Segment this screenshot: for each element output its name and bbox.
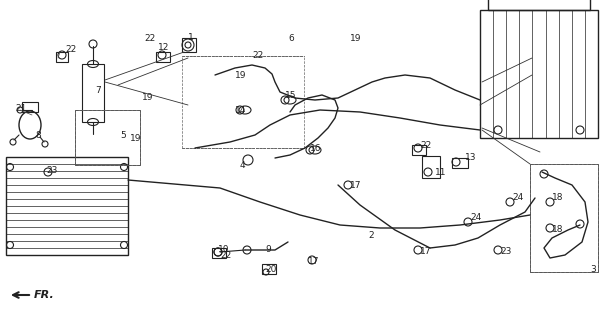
Text: 22: 22 <box>220 251 231 260</box>
Text: 19: 19 <box>235 70 246 79</box>
Text: 22: 22 <box>252 51 263 60</box>
Text: 24: 24 <box>512 194 523 203</box>
Bar <box>212 248 226 258</box>
Text: 18: 18 <box>552 226 563 235</box>
Bar <box>6 157 128 255</box>
Text: 21: 21 <box>15 103 26 113</box>
Text: 1: 1 <box>188 33 194 42</box>
Bar <box>488 0 590 10</box>
Text: 22: 22 <box>144 34 155 43</box>
Text: 23: 23 <box>500 247 511 257</box>
Text: 3: 3 <box>590 266 595 275</box>
Text: 14: 14 <box>235 106 246 115</box>
Text: 9: 9 <box>265 245 271 254</box>
Text: 2: 2 <box>368 231 374 241</box>
Text: 16: 16 <box>310 143 322 153</box>
Bar <box>530 164 598 272</box>
Bar <box>262 264 276 274</box>
Text: 20: 20 <box>265 266 276 275</box>
Text: 11: 11 <box>435 167 447 177</box>
Bar <box>182 38 196 52</box>
Bar <box>422 156 440 178</box>
Text: 6: 6 <box>288 34 294 43</box>
Text: 19: 19 <box>142 93 154 102</box>
Text: 8: 8 <box>35 131 41 140</box>
Text: 22: 22 <box>420 140 431 149</box>
Text: 15: 15 <box>285 91 296 100</box>
Text: 12: 12 <box>158 44 169 52</box>
Text: 17: 17 <box>420 247 432 257</box>
Text: 10: 10 <box>218 245 229 254</box>
Text: 19: 19 <box>130 133 141 142</box>
Bar <box>412 145 426 155</box>
Bar <box>82 64 104 122</box>
Bar <box>156 52 170 62</box>
Text: 19: 19 <box>350 34 362 43</box>
Bar <box>75 110 140 165</box>
Bar <box>56 52 68 62</box>
Text: 18: 18 <box>552 194 563 203</box>
Text: 17: 17 <box>308 258 319 267</box>
Text: 5: 5 <box>120 131 126 140</box>
Text: 22: 22 <box>65 45 76 54</box>
Text: FR.: FR. <box>34 290 55 300</box>
Text: 23: 23 <box>46 165 58 174</box>
Text: 4: 4 <box>240 161 246 170</box>
Text: 24: 24 <box>470 213 481 222</box>
Bar <box>22 102 38 112</box>
Bar <box>480 10 598 138</box>
Text: 13: 13 <box>465 154 476 163</box>
Text: 7: 7 <box>95 85 101 94</box>
Text: 17: 17 <box>350 180 362 189</box>
Bar <box>452 158 468 168</box>
